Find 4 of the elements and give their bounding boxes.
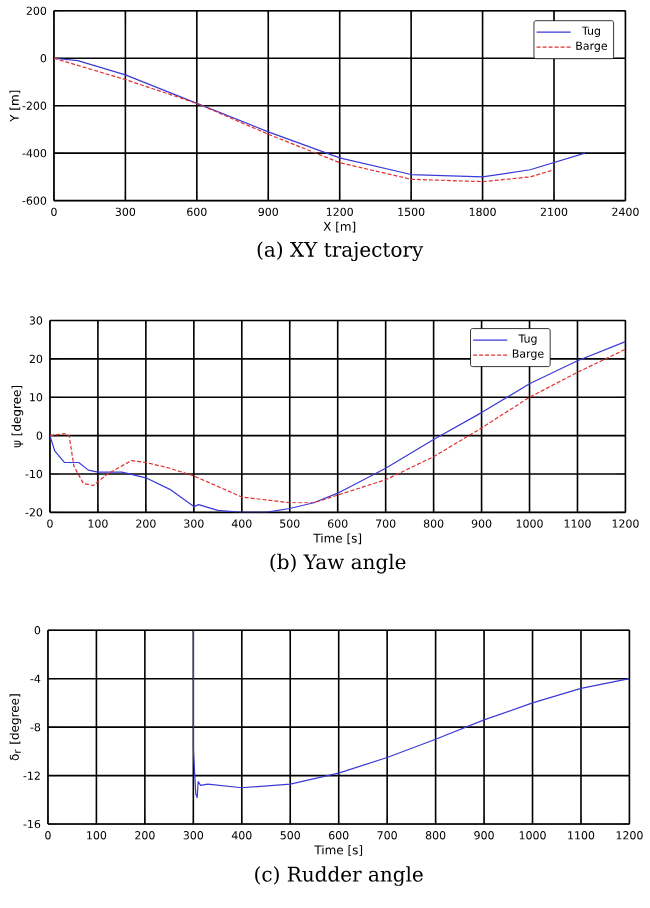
text: (c) Rudder angle [255, 866, 423, 886]
text: (a) XY trajectory [257, 241, 424, 262]
line-series [192, 630, 630, 799]
text: (b) Yaw angle [270, 553, 406, 574]
